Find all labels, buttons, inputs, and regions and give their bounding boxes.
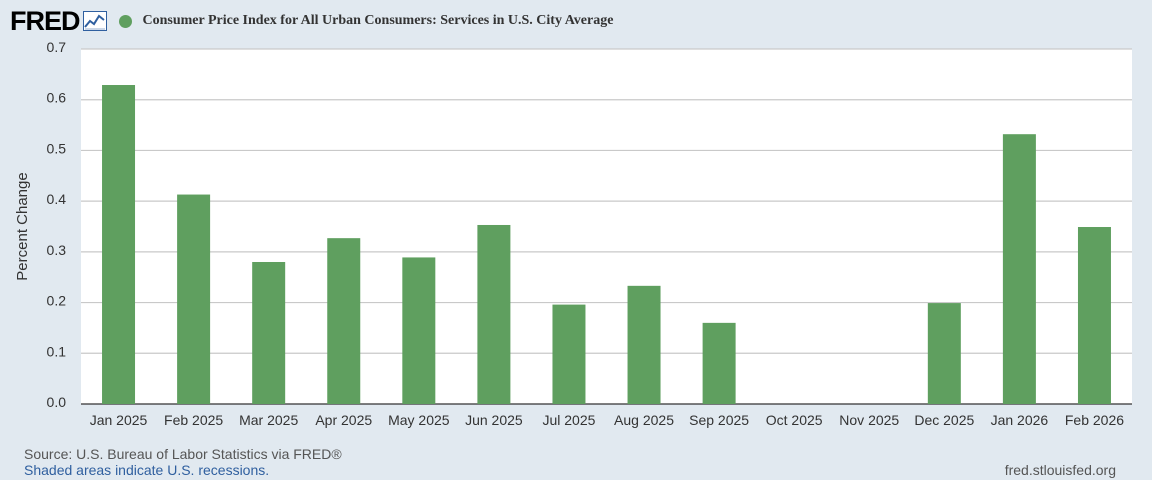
x-tick-label: Oct 2025 — [766, 412, 823, 428]
y-axis-title: Percent Change — [14, 172, 31, 280]
x-tick-label: Dec 2025 — [914, 412, 974, 428]
y-tick-label: 0.6 — [47, 90, 67, 106]
recession-note: Shaded areas indicate U.S. recessions. — [24, 462, 270, 478]
x-tick-label: Jan 2025 — [90, 412, 148, 428]
bar-jan-2026 — [1002, 134, 1036, 404]
x-tick-label: Jan 2026 — [991, 412, 1049, 428]
bar-jun-2025 — [477, 224, 511, 404]
bar-aug-2025 — [627, 285, 661, 404]
source-note: Source: U.S. Bureau of Labor Statistics … — [24, 446, 342, 462]
bar-chart: 0.0 0.1 0.2 0.3 0.4 0.5 0.6 0.7 Percent Change Ja… — [14, 39, 1132, 428]
x-tick-label: May 2025 — [388, 412, 450, 428]
bar-dec-2025 — [927, 303, 961, 404]
bar-apr-2025 — [327, 238, 361, 404]
y-tick-label: 0.2 — [47, 293, 67, 309]
chart-title: Consumer Price Index for All Urban Consu… — [142, 13, 614, 28]
bar-jan-2025 — [102, 85, 136, 404]
y-tick-label: 0.3 — [47, 242, 67, 258]
y-tick-label: 0.7 — [47, 39, 67, 55]
bar-may-2025 — [402, 257, 436, 404]
y-tick-label: 0.4 — [47, 191, 67, 207]
bar-feb-2025 — [177, 194, 211, 404]
x-tick-label: Mar 2025 — [239, 412, 298, 428]
fred-url: fred.stlouisfed.org — [1004, 462, 1116, 478]
x-tick-label: Apr 2025 — [315, 412, 372, 428]
y-tick-label: 0.5 — [47, 140, 67, 156]
bar-sep-2025 — [702, 322, 736, 404]
x-tick-label: Sep 2025 — [689, 412, 749, 428]
y-tick-label: 0.0 — [47, 394, 67, 410]
x-tick-label: Nov 2025 — [839, 412, 899, 428]
x-tick-label: Jul 2025 — [542, 412, 595, 428]
y-tick-label: 0.1 — [47, 343, 67, 359]
chart-header: FRED Consumer Price Index for All Urban … — [10, 6, 613, 36]
x-tick-label: Feb 2026 — [1065, 412, 1124, 428]
fred-logo: FRED — [10, 5, 80, 36]
x-tick-label: Aug 2025 — [614, 412, 674, 428]
fred-chart-icon — [82, 11, 107, 31]
bar-mar-2025 — [252, 262, 286, 404]
x-tick-label: Jun 2025 — [465, 412, 523, 428]
bar-feb-2026 — [1077, 227, 1111, 404]
bar-jul-2025 — [552, 304, 586, 404]
legend-marker — [118, 14, 132, 28]
plot-area — [81, 49, 1132, 404]
x-tick-label: Feb 2025 — [164, 412, 223, 428]
